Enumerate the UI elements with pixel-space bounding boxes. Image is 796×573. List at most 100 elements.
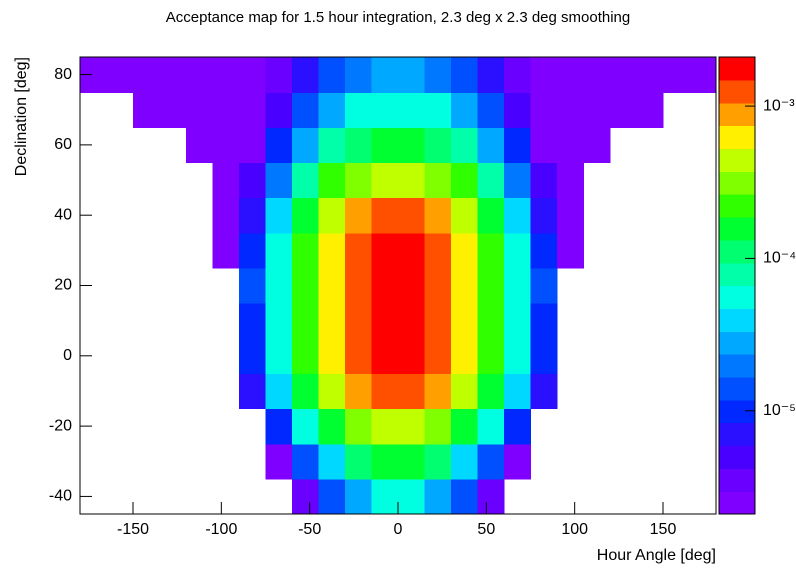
- colorbar-tick-label: 10⁻³: [763, 97, 795, 114]
- heatmap-cell: [583, 57, 611, 93]
- heatmap-cell: [477, 373, 505, 410]
- heatmap-cell: [292, 92, 320, 128]
- heatmap-cell: [239, 303, 267, 339]
- heatmap-cell: [610, 57, 638, 93]
- heatmap-cell: [292, 267, 320, 304]
- heatmap-cell: [239, 92, 267, 128]
- heatmap-cell: [318, 127, 346, 164]
- heatmap-cell: [636, 57, 664, 93]
- heatmap-cell: [371, 127, 399, 164]
- heatmap-cell: [451, 443, 479, 480]
- heatmap-cell: [292, 478, 320, 515]
- heatmap-cell: [318, 408, 346, 445]
- colorbar-band: [719, 354, 755, 378]
- heatmap-cell: [265, 338, 293, 374]
- heatmap-cell: [292, 303, 320, 339]
- colorbar-band: [719, 57, 755, 81]
- heatmap-cell: [504, 127, 532, 164]
- heatmap-cell: [504, 232, 532, 269]
- heatmap-cell: [318, 267, 346, 304]
- heatmap-cell: [451, 92, 479, 128]
- heatmap-cell: [318, 443, 346, 480]
- y-tick-label: 80: [54, 66, 72, 83]
- heatmap-cell: [424, 127, 452, 164]
- heatmap-cell: [530, 127, 558, 164]
- heatmap-cell: [557, 127, 585, 164]
- heatmap-cell: [451, 232, 479, 269]
- heatmap-cell: [477, 408, 505, 445]
- heatmap-cell: [292, 443, 320, 480]
- heatmap-cell: [398, 443, 426, 480]
- heatmap-cell: [398, 478, 426, 515]
- heatmap-cell: [345, 478, 373, 515]
- heatmap-cell: [292, 408, 320, 445]
- heatmap-cell: [504, 162, 532, 199]
- heatmap-cell: [345, 408, 373, 445]
- heatmap-cell: [504, 373, 532, 410]
- colorbar-band: [719, 171, 755, 195]
- colorbar-band: [719, 491, 755, 515]
- heatmap-cell: [451, 127, 479, 164]
- heatmap-cell: [345, 127, 373, 164]
- heatmap-cell: [398, 127, 426, 164]
- heatmap-cell: [345, 162, 373, 199]
- heatmap-cell: [239, 197, 267, 234]
- heatmap-cell: [398, 408, 426, 445]
- heatmap-cell: [557, 92, 585, 128]
- heatmap-cell: [504, 408, 532, 445]
- heatmap-cell: [133, 57, 161, 93]
- heatmap-cell: [451, 57, 479, 93]
- colorbar-band: [719, 125, 755, 149]
- heatmap-cell: [345, 373, 373, 410]
- heatmap-cell: [292, 127, 320, 164]
- heatmap-cell: [371, 267, 399, 304]
- heatmap-cell: [504, 338, 532, 374]
- heatmap-cell: [477, 197, 505, 234]
- heatmap-cell: [133, 92, 161, 128]
- heatmap-cell: [239, 232, 267, 269]
- x-tick-label: -100: [205, 521, 237, 538]
- heatmap-cell: [451, 303, 479, 339]
- colorbar-band: [719, 148, 755, 172]
- heatmap-cell: [398, 338, 426, 374]
- heatmap-cell: [530, 232, 558, 269]
- colorbar-band: [719, 102, 755, 127]
- heatmap-cell: [265, 267, 293, 304]
- heatmap-cell: [265, 57, 293, 93]
- colorbar-band: [719, 468, 755, 492]
- x-tick-label: -50: [298, 521, 321, 538]
- heatmap-cell: [371, 373, 399, 410]
- heatmap-cell: [292, 232, 320, 269]
- colorbar-band: [719, 331, 755, 355]
- heatmap-cell: [557, 162, 585, 199]
- y-tick-label: 20: [54, 277, 72, 294]
- heatmap-cell: [239, 162, 267, 199]
- heatmap-cell: [265, 373, 293, 410]
- colorbar-band: [719, 239, 755, 264]
- heatmap-cell: [557, 57, 585, 93]
- heatmap-cell: [398, 373, 426, 410]
- heatmap-cell: [398, 162, 426, 199]
- heatmap-cell: [345, 57, 373, 93]
- heatmap-cell: [239, 373, 267, 410]
- heatmap-cell: [371, 162, 399, 199]
- y-tick-label: 40: [54, 206, 72, 223]
- heatmap-cell: [398, 303, 426, 339]
- heatmap-cell: [265, 443, 293, 480]
- heatmap-cell: [212, 127, 240, 164]
- heatmap-cell: [345, 92, 373, 128]
- heatmap-cell: [451, 197, 479, 234]
- heatmap-cell: [371, 92, 399, 128]
- heatmap: [80, 57, 717, 515]
- heatmap-cell: [265, 232, 293, 269]
- heatmap-cell: [530, 57, 558, 93]
- y-tick-label: 60: [54, 136, 72, 153]
- x-axis-label: Hour Angle [deg]: [597, 547, 716, 564]
- colorbar: 10⁻⁵ 10⁻⁴ 10⁻³: [718, 56, 796, 515]
- heatmap-cell: [424, 373, 452, 410]
- heatmap-cell: [504, 303, 532, 339]
- heatmap-cell: [398, 57, 426, 93]
- y-tick-label: -20: [49, 417, 72, 434]
- heatmap-cell: [424, 267, 452, 304]
- heatmap-cell: [212, 232, 240, 269]
